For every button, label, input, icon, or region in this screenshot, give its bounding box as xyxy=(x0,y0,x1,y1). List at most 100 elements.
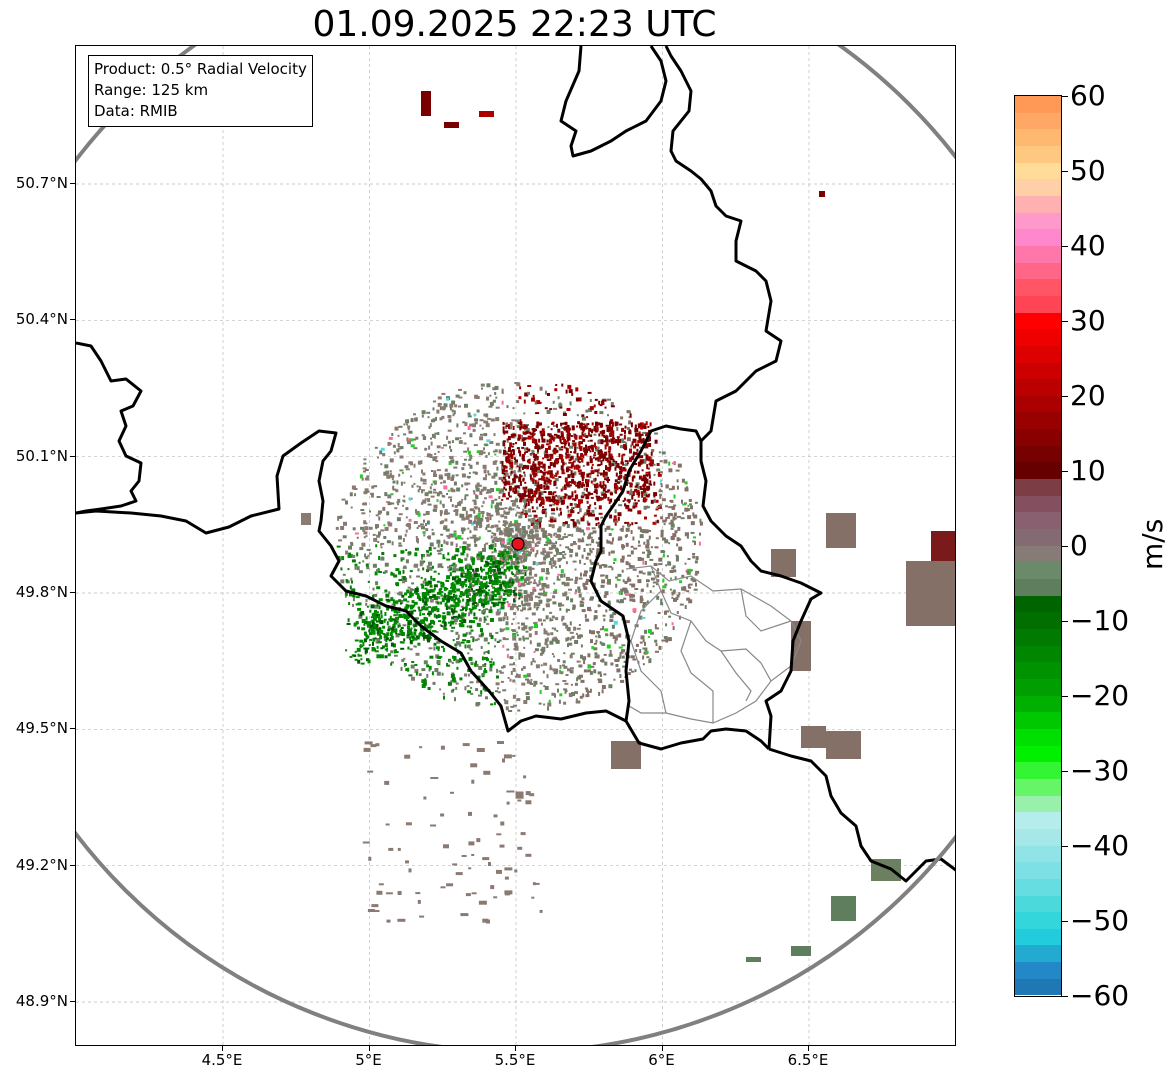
echo-pixel xyxy=(524,502,526,506)
echo-pixel xyxy=(574,568,577,571)
echo-pixel xyxy=(513,499,516,504)
echo-pixel xyxy=(482,464,487,469)
echo-pixel xyxy=(495,582,499,585)
echo-pixel xyxy=(378,571,383,573)
echo-pixel xyxy=(357,626,360,630)
echo-pixel xyxy=(515,524,520,529)
echo-pixel xyxy=(426,520,430,525)
echo-pixel xyxy=(526,577,530,582)
echo-pixel xyxy=(361,619,366,623)
echo-pixel xyxy=(489,660,493,663)
echo-pixel xyxy=(534,630,538,635)
echo-pixel xyxy=(492,387,497,391)
echo-pixel xyxy=(399,629,404,633)
echo-pixel xyxy=(671,462,676,465)
echo-pixel xyxy=(474,663,479,667)
echo-pixel xyxy=(544,642,548,646)
radar-map-panel[interactable] xyxy=(75,45,956,1046)
echo-pixel xyxy=(507,436,511,440)
echo-pixel xyxy=(518,637,522,641)
echo-pixel xyxy=(537,481,540,485)
echo-pixel xyxy=(397,498,401,503)
y-tick-mark xyxy=(70,319,75,321)
echo-pixel xyxy=(600,456,603,459)
echo-pixel xyxy=(483,469,487,474)
echo-pixel xyxy=(525,692,530,696)
echo-pixel xyxy=(627,524,631,528)
echo-pixel xyxy=(588,533,592,537)
echo-pixel xyxy=(512,634,517,638)
echo-pixel xyxy=(531,506,534,510)
echo-pixel xyxy=(645,421,648,426)
echo-pixel xyxy=(574,494,577,499)
echo-pixel xyxy=(504,867,513,871)
echo-pixel xyxy=(368,856,372,861)
echo-pixel xyxy=(511,578,514,581)
echo-pixel xyxy=(564,521,568,525)
echo-pixel xyxy=(417,568,420,572)
echo-pixel xyxy=(533,602,538,607)
echo-pixel xyxy=(437,591,441,595)
echo-pixel xyxy=(417,460,421,465)
echo-pixel xyxy=(438,620,441,623)
colorbar-segment xyxy=(1015,245,1061,263)
echo-pixel xyxy=(502,637,506,641)
echo-pixel xyxy=(478,617,482,622)
echo-pixel xyxy=(471,854,475,856)
echo-pixel xyxy=(448,658,451,662)
echo-pixel xyxy=(605,634,609,636)
echo-pixel xyxy=(801,726,826,748)
echo-pixel xyxy=(530,541,535,544)
echo-pixel xyxy=(462,633,467,637)
echo-pixel xyxy=(562,413,567,416)
echo-pixel xyxy=(387,653,391,657)
echo-pixel xyxy=(434,453,437,455)
echo-pixel xyxy=(467,447,470,452)
echo-pixel xyxy=(522,666,526,670)
echo-pixel xyxy=(443,526,448,530)
echo-pixel xyxy=(502,465,506,468)
echo-pixel xyxy=(556,534,561,538)
echo-pixel xyxy=(640,491,644,495)
echo-pixel xyxy=(621,457,624,463)
colorbar-segment xyxy=(1015,662,1061,679)
echo-pixel xyxy=(488,545,493,549)
echo-pixel xyxy=(463,432,466,435)
echo-pixel xyxy=(650,451,653,456)
echo-pixel xyxy=(440,533,444,536)
echo-pixel xyxy=(567,442,570,447)
echo-pixel xyxy=(516,425,520,429)
echo-pixel xyxy=(599,411,604,415)
echo-pixel xyxy=(642,560,645,565)
echo-pixel xyxy=(549,462,553,466)
echo-pixel xyxy=(449,445,451,449)
echo-pixel xyxy=(437,432,440,435)
echo-pixel xyxy=(590,444,594,450)
echo-pixel xyxy=(495,512,500,516)
echo-pixel xyxy=(619,445,624,449)
echo-pixel xyxy=(473,617,478,620)
echo-pixel xyxy=(366,605,369,608)
echo-pixel xyxy=(587,506,591,509)
echo-pixel xyxy=(374,446,378,449)
echo-pixel xyxy=(660,534,664,538)
echo-pixel xyxy=(498,639,502,642)
echo-pixel xyxy=(393,610,396,614)
echo-pixel xyxy=(441,591,444,594)
echo-pixel xyxy=(645,544,650,549)
echo-pixel xyxy=(672,626,675,631)
echo-pixel xyxy=(509,427,512,430)
echo-pixel xyxy=(538,478,542,481)
echo-pixel xyxy=(633,598,636,601)
echo-pixel xyxy=(659,460,663,463)
echo-pixel xyxy=(664,610,667,615)
echo-pixel xyxy=(524,595,528,600)
echo-pixel xyxy=(507,481,510,485)
echo-pixel xyxy=(457,535,462,540)
echo-pixel xyxy=(544,496,549,499)
echo-pixel xyxy=(509,521,512,524)
echo-pixel xyxy=(476,482,480,486)
echo-pixel xyxy=(545,448,548,453)
echo-pixel xyxy=(567,495,571,500)
echo-pixel xyxy=(478,452,483,456)
